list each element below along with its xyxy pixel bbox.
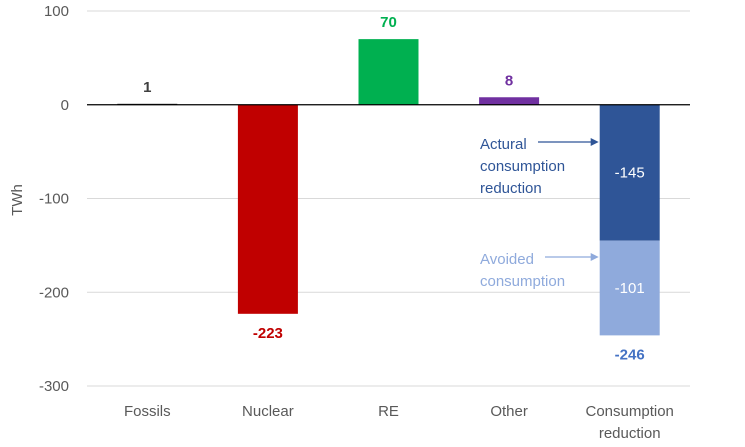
annotation-text: Actural	[480, 136, 527, 153]
segment-value-label: -145	[615, 165, 645, 182]
value-label: -246	[615, 346, 645, 363]
x-tick-label: reduction	[599, 425, 661, 442]
x-tick-label: Fossils	[124, 403, 171, 420]
bar	[358, 39, 419, 105]
stacked-segment	[599, 104, 660, 241]
y-axis: 100 0 -100 -200 -300	[39, 3, 69, 395]
stacked-segment	[599, 240, 660, 336]
x-tick-label: Other	[490, 403, 528, 420]
value-label: 1	[143, 79, 151, 96]
annotation-text: Avoided	[480, 251, 534, 268]
annotation-text: consumption	[480, 158, 565, 175]
annotation-text: reduction	[480, 180, 542, 197]
value-label: 70	[380, 14, 397, 31]
y-tick-label: 0	[61, 97, 69, 114]
gridlines	[87, 10, 690, 387]
y-tick-label: -100	[39, 191, 69, 208]
bars: -145 -101	[117, 39, 660, 336]
value-label: 8	[505, 72, 513, 89]
bar	[237, 104, 298, 314]
y-axis-label: TWh	[9, 184, 26, 216]
x-tick-label: RE	[378, 403, 399, 420]
y-tick-label: 100	[44, 3, 69, 20]
x-axis: Fossils Nuclear RE Other Consumption reductio…	[124, 403, 674, 442]
value-label: -223	[253, 325, 283, 342]
annotation-arrowhead	[590, 138, 599, 146]
y-tick-label: -200	[39, 284, 69, 301]
y-tick-label: -300	[39, 378, 69, 395]
annotation-text: consumption	[480, 273, 565, 290]
value-labels: 1 -223 70 8 -246	[143, 14, 645, 363]
annotations: Actural consumption reduction Avoided consum…	[480, 136, 599, 290]
annotation-arrowhead	[590, 253, 599, 261]
x-tick-label: Nuclear	[242, 403, 294, 420]
segment-value-label: -101	[615, 280, 645, 297]
x-tick-label: Consumption	[586, 403, 674, 420]
bar	[479, 97, 540, 105]
